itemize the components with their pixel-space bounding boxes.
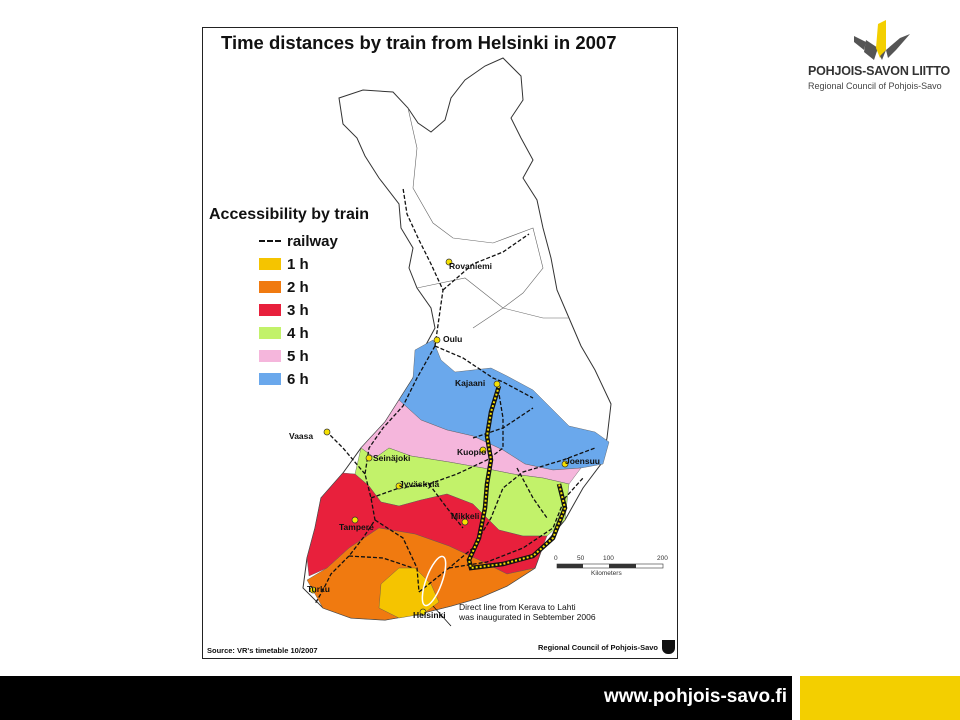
crest-icon xyxy=(662,640,675,654)
kerava-lahti-highlight xyxy=(421,555,447,607)
legend-item-1h: 1 h xyxy=(259,255,309,273)
railway-network xyxy=(314,187,596,605)
legend-item-4h: 4 h xyxy=(259,324,309,342)
note-pointer xyxy=(432,605,452,627)
scale-bar xyxy=(556,563,664,569)
legend-item-2h: 2 h xyxy=(259,278,309,296)
color-swatch xyxy=(259,350,281,362)
legend-label: 2 h xyxy=(287,278,309,296)
note-line: was inaugurated in Sebtember 2006 xyxy=(459,612,596,622)
city-label-mikkeli: Mikkeli xyxy=(451,511,480,521)
color-swatch xyxy=(259,304,281,316)
city-label-helsinki: Helsinki xyxy=(413,610,446,620)
finland-map xyxy=(302,57,664,627)
logo-name: POHJOIS-SAVON LIITTO xyxy=(808,64,951,78)
legend-item-3h: 3 h xyxy=(259,301,309,319)
legend-label: 5 h xyxy=(287,347,309,365)
organization-logo: POHJOIS-SAVON LIITTO Regional Council of… xyxy=(808,16,950,106)
legend-item-5h: 5 h xyxy=(259,347,309,365)
legend-item-6h: 6 h xyxy=(259,370,309,388)
city-label-kajaani: Kajaani xyxy=(455,378,486,388)
legend-item-railway: railway xyxy=(259,232,338,250)
kerava-lahti-note: Direct line from Kerava to Lahti was ina… xyxy=(459,602,596,622)
map-source: Source: VR's timetable 10/2007 xyxy=(207,646,318,655)
city-label-rovaniemi: Rovaniemi xyxy=(449,261,492,271)
main-line xyxy=(467,385,567,570)
logo-subtitle: Regional Council of Pohjois-Savo xyxy=(808,81,942,91)
scale-unit: Kilometers xyxy=(591,570,622,577)
map-credit: Regional Council of Pohjois-Savo xyxy=(538,643,659,652)
scale-tick: 50 xyxy=(577,555,585,562)
color-swatch xyxy=(259,258,281,270)
scale-tick: 200 xyxy=(657,555,668,562)
city-markers xyxy=(309,258,569,616)
note-line: Direct line from Kerava to Lahti xyxy=(459,602,576,612)
color-swatch xyxy=(259,281,281,293)
legend-label: railway xyxy=(287,232,338,250)
city-label-turku: Turku xyxy=(307,584,330,594)
scale-tick: 0 xyxy=(554,555,558,562)
city-label-joensuu: Joensuu xyxy=(565,456,600,466)
city-label-vaasa: Vaasa xyxy=(289,431,314,441)
logo-emblem-icon xyxy=(854,20,910,60)
city-label-seinajoki: Seinäjoki xyxy=(373,453,411,463)
railway-swatch xyxy=(259,240,281,242)
color-swatch xyxy=(259,373,281,385)
city-label-tampere: Tampere xyxy=(339,522,374,532)
map-figure: Time distances by train from Helsinki in… xyxy=(202,27,678,659)
scale-tick: 100 xyxy=(603,555,614,562)
footer-bar xyxy=(0,676,792,720)
color-swatch xyxy=(259,327,281,339)
region-boundary xyxy=(416,277,569,319)
footer-url[interactable]: www.pohjois-savo.fi xyxy=(604,686,787,707)
city-label-kuopio: Kuopio xyxy=(457,447,487,457)
footer-accent xyxy=(800,676,960,720)
city-label-jyvaskyla: Jyväskylä xyxy=(399,479,440,489)
legend-title: Accessibility by train xyxy=(209,206,370,223)
map-title: Time distances by train from Helsinki in… xyxy=(221,32,617,53)
region-boundary xyxy=(407,107,544,329)
city-label-oulu: Oulu xyxy=(443,334,463,344)
legend-label: 1 h xyxy=(287,255,309,273)
legend-label: 6 h xyxy=(287,370,309,388)
legend-label: 3 h xyxy=(287,301,309,319)
legend-label: 4 h xyxy=(287,324,309,342)
